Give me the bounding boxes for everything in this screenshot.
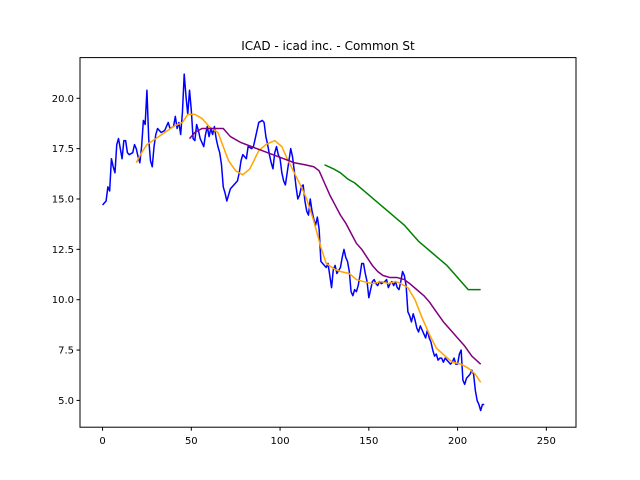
y-tick-label: 20.0 [52, 94, 74, 105]
y-tick-label: 10.0 [52, 295, 74, 306]
x-tick-label: 50 [185, 436, 198, 447]
series-layer [101, 73, 485, 412]
x-tick-label: 200 [448, 436, 467, 447]
y-tick-label: 5.0 [58, 396, 74, 407]
series-line-1 [135, 113, 482, 383]
plot-frame [79, 57, 577, 428]
y-axis: 5.0 7.5 10.0 12.5 15.0 17.5 20.0 [52, 94, 80, 407]
y-tick-label: 15.0 [52, 194, 74, 205]
y-tick-label: 17.5 [52, 144, 74, 155]
x-tick-label: 0 [99, 436, 105, 447]
series-line-3 [324, 164, 481, 291]
y-tick-label: 12.5 [52, 245, 74, 256]
series-line-2 [188, 127, 482, 365]
y-tick-label: 7.5 [58, 346, 74, 357]
chart-title: ICAD - icad inc. - Common St [241, 39, 415, 53]
x-tick-label: 100 [271, 436, 290, 447]
x-axis: 0 50 100 150 200 250 [99, 427, 556, 447]
x-tick-label: 150 [359, 436, 378, 447]
x-tick-label: 250 [537, 436, 556, 447]
series-line-0 [101, 73, 485, 412]
